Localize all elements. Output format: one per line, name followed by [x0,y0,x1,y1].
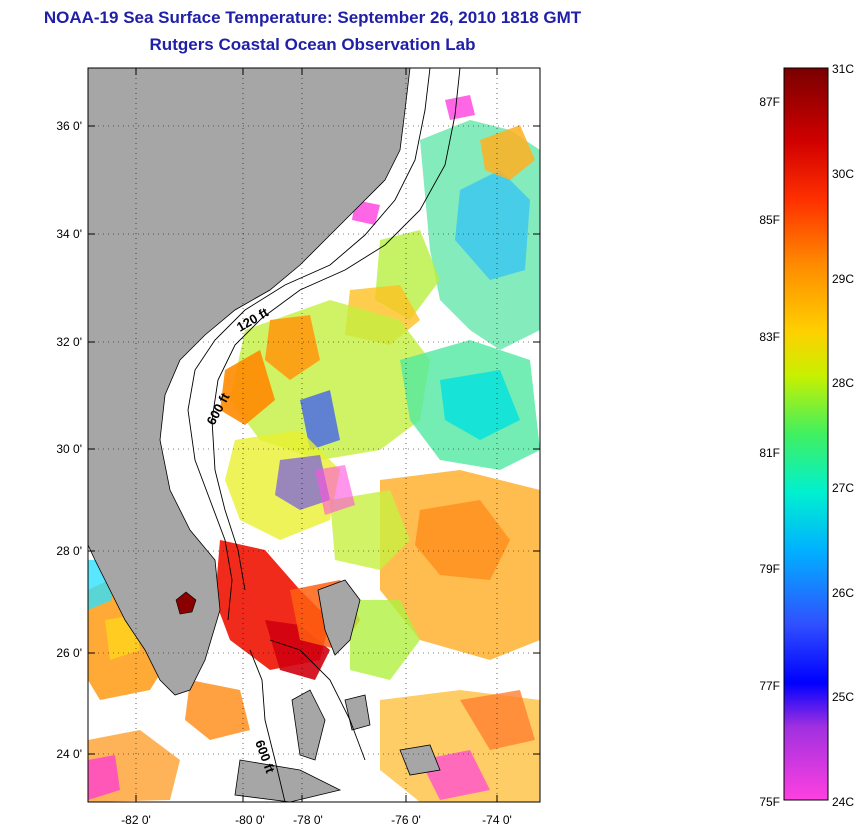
longitude-labels: -82 0' -80 0' -78 0' -76 0' -74 0' [121,813,512,827]
lon-label-82: -82 0' [121,813,151,827]
map-frame [87,67,541,803]
cb-f-81: 81F [759,446,780,460]
cb-f-87: 87F [759,95,780,109]
lat-label-26: 26 0' [56,646,82,660]
lon-label-76: -76 0' [391,813,421,827]
lat-label-30: 30 0' [56,442,82,456]
lat-label-24: 24 0' [56,747,82,761]
lon-label-78: -78 0' [293,813,323,827]
colorbar-celsius-labels: 31C 30C 29C 28C 27C 26C 25C 24C [832,62,854,809]
lat-label-32: 32 0' [56,335,82,349]
cb-c-25: 25C [832,690,854,704]
cb-c-27: 27C [832,481,854,495]
bahamas-islands [234,579,441,802]
latitude-labels: 36 0' 34 0' 32 0' 30 0' 28 0' 26 0' 24 0… [56,119,82,761]
lon-label-74: -74 0' [482,813,512,827]
map-title: NOAA-19 Sea Surface Temperature: Septemb… [43,8,582,27]
cb-c-31: 31C [832,62,854,76]
bathymetry-contours [187,68,461,802]
map-area: 120 ft 600 ft 600 ft [88,68,540,802]
cb-c-28: 28C [832,376,854,390]
frame-ticks [88,68,540,802]
land-mass-southeast-us-florida [88,68,411,696]
cb-f-79: 79F [759,562,780,576]
lat-label-36: 36 0' [56,119,82,133]
cb-c-26: 26C [832,586,854,600]
cb-f-77: 77F [759,679,780,693]
graticule [88,68,540,802]
map-subtitle: Rutgers Coastal Ocean Observation Lab [149,35,476,54]
cb-f-75: 75F [759,795,780,809]
lat-label-28: 28 0' [56,544,82,558]
cb-c-30: 30C [832,167,854,181]
colorbar-fahrenheit-labels: 87F 85F 83F 81F 79F 77F 75F [759,95,780,809]
cb-f-83: 83F [759,330,780,344]
lon-label-80: -80 0' [235,813,265,827]
cb-c-29: 29C [832,272,854,286]
cb-c-24: 24C [832,795,854,809]
lat-label-34: 34 0' [56,227,82,241]
lake-okeechobee [175,591,197,615]
colorbar [783,67,829,801]
cb-f-85: 85F [759,213,780,227]
